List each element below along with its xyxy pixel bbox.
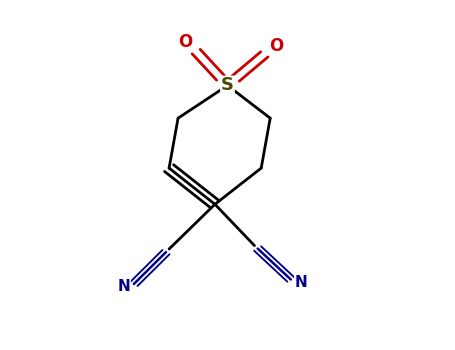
Text: N: N <box>117 279 130 294</box>
Text: O: O <box>269 37 283 55</box>
Text: N: N <box>295 275 308 290</box>
Text: O: O <box>178 33 193 51</box>
Text: S: S <box>221 76 234 94</box>
